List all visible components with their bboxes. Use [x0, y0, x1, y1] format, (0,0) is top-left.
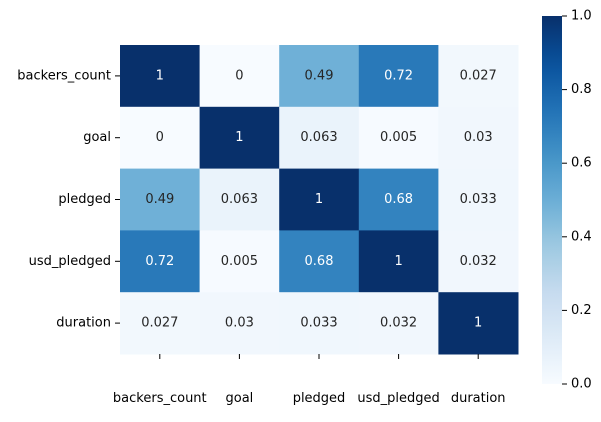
cell-label: 0.063 [221, 192, 258, 207]
heatmap-cell [199, 292, 280, 355]
x-tick-label: backers_count [113, 391, 207, 406]
cell-label: 0.49 [305, 68, 334, 83]
colorbar-tick-label: 0.0 [571, 377, 592, 392]
heatmap-cell [358, 230, 439, 293]
cell-label: 0.005 [380, 130, 417, 145]
colorbar-tick-label: 1.0 [571, 9, 592, 24]
cell-label: 0.03 [225, 316, 254, 331]
heatmap-cell [199, 45, 280, 108]
cell-label: 0.027 [460, 68, 497, 83]
cell-label: 0.033 [460, 192, 497, 207]
y-tick-label: goal [83, 130, 111, 145]
cell-label: 0.027 [141, 316, 178, 331]
cell-label: 0.68 [305, 254, 334, 269]
cell-label: 0.72 [384, 68, 413, 83]
heatmap-cells [120, 45, 519, 355]
heatmap-cell [120, 106, 201, 170]
cell-label: 1 [474, 316, 482, 331]
x-tick-label: pledged [293, 391, 346, 406]
colorbar-gradient [542, 16, 562, 384]
y-tick-label: backers_count [17, 68, 111, 83]
cell-label: 0.032 [380, 316, 417, 331]
colorbar-tick-label: 0.4 [571, 229, 592, 244]
cell-label: 0 [235, 68, 243, 83]
y-tick-label: pledged [58, 192, 111, 207]
heatmap-cell [279, 292, 360, 355]
y-tick-label: duration [56, 316, 111, 331]
x-tick-label: goal [226, 391, 254, 406]
x-tick-label: usd_pledged [357, 391, 439, 406]
heatmap-cell [279, 168, 360, 231]
x-tick-label: duration [451, 391, 506, 406]
heatmap-cell [199, 106, 280, 170]
heatmap-cell [120, 45, 201, 108]
heatmap-cell [120, 168, 201, 231]
heatmap-cell [120, 230, 201, 293]
heatmap-cell [279, 106, 360, 170]
heatmap-cell [279, 45, 360, 108]
heatmap-cell [279, 230, 360, 293]
heatmap-cell [358, 45, 439, 108]
heatmap-cell-labels: 1 0 0.49 0.72 0.027 0 1 0.063 0.005 0.03 0.49 0.063… [141, 68, 497, 330]
heatmap-cell [120, 292, 201, 355]
heatmap-cell [438, 292, 519, 355]
y-tick-label: usd_pledged [29, 254, 111, 269]
cell-label: 0.03 [464, 130, 493, 145]
cell-label: 0.49 [145, 192, 174, 207]
cell-label: 0.033 [300, 316, 337, 331]
colorbar-tick-label: 0.8 [571, 82, 592, 97]
heatmap-cell [358, 168, 439, 231]
heatmap-cell [358, 292, 439, 355]
heatmap-cell [438, 106, 519, 170]
colorbar-tick-label: 0.2 [571, 303, 592, 318]
cell-label: 1 [394, 254, 402, 269]
cell-label: 0.032 [460, 254, 497, 269]
heatmap-cell [438, 168, 519, 231]
colorbar: 0.0 0.2 0.4 0.6 0.8 1.0 [542, 9, 592, 392]
heatmap-cell [199, 230, 280, 293]
cell-label: 0.005 [221, 254, 258, 269]
x-axis-ticks: backers_count goal pledged usd_pledged durat… [113, 354, 506, 406]
cell-label: 0.063 [300, 130, 337, 145]
cell-label: 0.68 [384, 192, 413, 207]
cell-label: 1 [315, 192, 323, 207]
heatmap-cell [358, 106, 439, 170]
colorbar-tick-label: 0.6 [571, 156, 592, 171]
cell-label: 1 [156, 68, 164, 83]
heatmap-cell [199, 168, 280, 231]
cell-label: 0.72 [145, 254, 174, 269]
cell-label: 1 [235, 130, 243, 145]
cell-label: 0 [156, 130, 164, 145]
heatmap-cell [438, 230, 519, 293]
heatmap-cell [438, 45, 519, 108]
